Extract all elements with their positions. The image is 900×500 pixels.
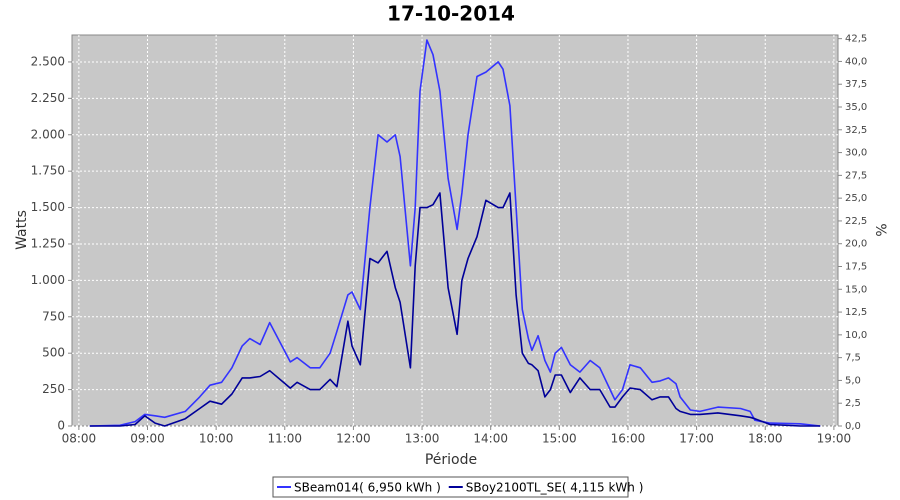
x-tick-label: 19:00 xyxy=(817,432,852,446)
y2-tick-label r: 7,5 xyxy=(845,353,861,364)
y-tick-label: 1.500 xyxy=(31,200,65,214)
y2-tick-label r: 27,5 xyxy=(845,170,867,181)
x-tick-label: 08:00 xyxy=(62,432,97,446)
y2-tick-label r: 15,0 xyxy=(845,284,867,295)
x-tick-label: 15:00 xyxy=(542,432,577,446)
plot-area xyxy=(71,34,839,427)
y-tick-label: 1.000 xyxy=(31,273,65,287)
y2-tick-label r: 20,0 xyxy=(845,239,867,250)
y2-tick-label r: 25,0 xyxy=(845,193,867,204)
y-tick-label: 250 xyxy=(42,382,65,396)
y2-tick-label r: 22,5 xyxy=(845,216,867,227)
y2-tick-label r: 32,5 xyxy=(845,125,867,136)
x-tick-label: 16:00 xyxy=(611,432,646,446)
y2-tick-label r: 40,0 xyxy=(845,56,867,67)
x-tick-label: 12:00 xyxy=(336,432,371,446)
y2-tick-label r: 0,0 xyxy=(845,421,861,432)
y-tick-label: 1.250 xyxy=(31,236,65,250)
x-tick-label: 09:00 xyxy=(130,432,165,446)
x-tick-label: 14:00 xyxy=(473,432,508,446)
y2-tick-label r: 42,5 xyxy=(845,34,867,45)
x-tick-label: 10:00 xyxy=(199,432,234,446)
y2-tick-label r: 5,0 xyxy=(845,375,861,386)
y2-axis-label: % xyxy=(872,223,888,236)
y2-tick-label r: 35,0 xyxy=(845,102,867,113)
y2-tick-label r: 30,0 xyxy=(845,148,867,159)
y-tick-label: 1.750 xyxy=(31,164,65,178)
y-tick-label: 750 xyxy=(42,309,65,323)
legend-label: SBeam014( 6,950 kWh ) xyxy=(294,481,441,495)
chart-title: 17-10-2014 xyxy=(387,2,515,26)
y2-tick-label r: 10,0 xyxy=(845,330,867,341)
x-tick-label: 13:00 xyxy=(405,432,440,446)
y2-tick-label r: 2,5 xyxy=(845,398,861,409)
y-axis-label: Watts xyxy=(14,210,30,250)
y-tick-label: 0 xyxy=(57,419,65,433)
y-tick-label: 2.500 xyxy=(31,54,65,68)
y-tick-label: 2.250 xyxy=(31,91,65,105)
y2-tick-label r: 12,5 xyxy=(845,307,867,318)
x-tick-label: 11:00 xyxy=(267,432,302,446)
y-tick-label: 500 xyxy=(42,346,65,360)
series-line xyxy=(89,192,821,427)
y2-tick-label r: 37,5 xyxy=(845,79,867,90)
legend-label: SBoy2100TL_SE( 4,115 kWh ) xyxy=(466,481,644,495)
x-axis-label: Période xyxy=(425,452,477,468)
x-tick-label: 17:00 xyxy=(679,432,714,446)
series-line xyxy=(89,39,821,427)
x-tick-label: 18:00 xyxy=(748,432,783,446)
y-tick-label: 2.000 xyxy=(31,127,65,141)
y2-tick-label r: 17,5 xyxy=(845,262,867,273)
